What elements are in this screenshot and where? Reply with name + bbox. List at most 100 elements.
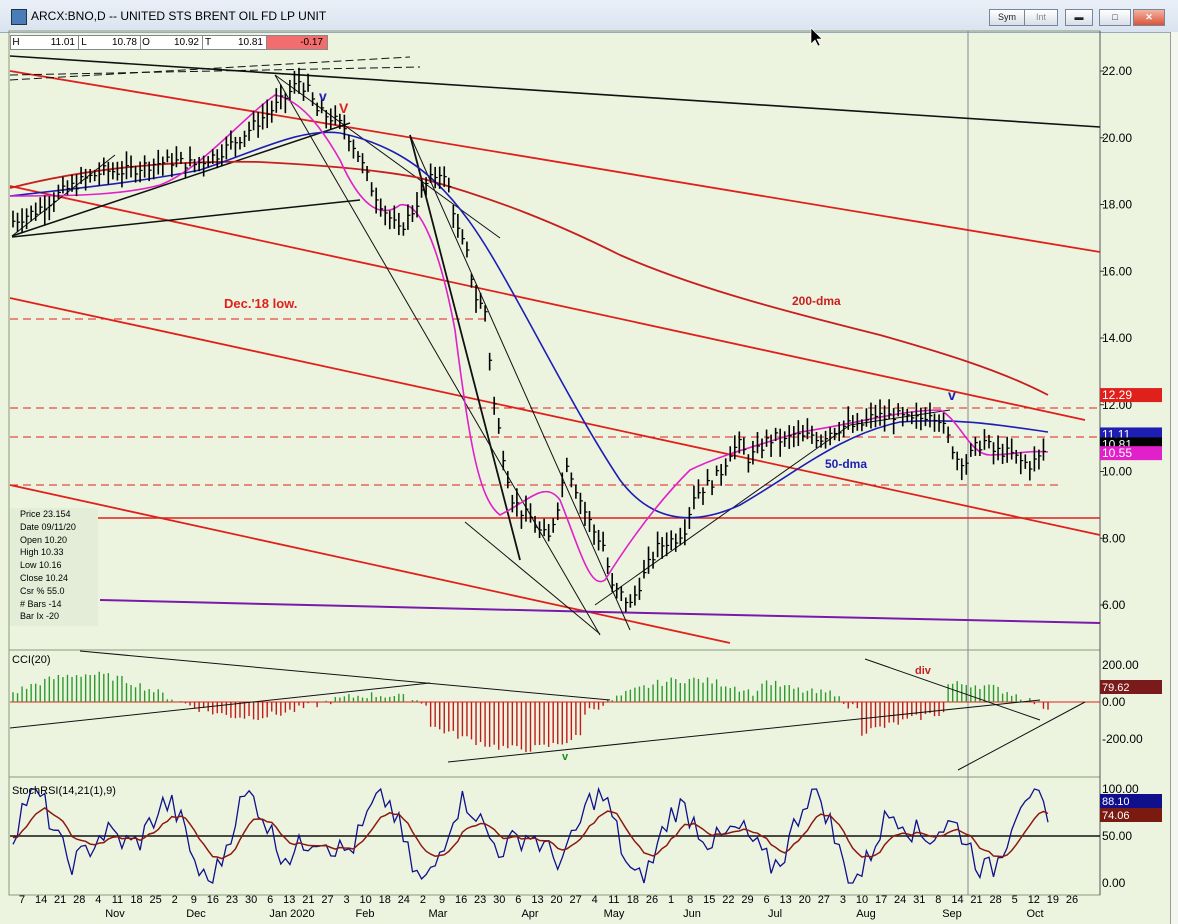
ohlc-last-label: T <box>204 37 212 48</box>
x-date-tick: 13 <box>531 894 543 906</box>
x-date-tick: 6 <box>515 894 521 906</box>
x-date-tick: 22 <box>722 894 734 906</box>
x-month-label: Oct <box>1026 908 1043 920</box>
dma50-label: 50-dma <box>825 457 867 471</box>
cci-trendline-4 <box>864 658 1041 721</box>
ohlc-last-value: 10.81 <box>237 37 263 48</box>
red-channel-mid <box>9 185 1086 421</box>
cci-trendline-5 <box>957 701 1086 771</box>
ohlc-low-value: 10.78 <box>111 37 137 48</box>
ohlc-change: -0.17 <box>266 35 328 50</box>
price-axis-tag <box>1100 388 1162 403</box>
data-low: Low 10.16 <box>20 560 62 571</box>
x-month-label: Nov <box>105 908 125 920</box>
price-tick-label: 18.00 <box>1102 198 1132 212</box>
black-fan-line-1 <box>274 74 601 636</box>
stoch-value-label-2: 74.06 <box>1102 810 1130 822</box>
x-date-tick: 26 <box>646 894 658 906</box>
x-date-tick: 18 <box>627 894 639 906</box>
black-steep-line <box>409 134 521 561</box>
x-date-tick: 19 <box>1047 894 1059 906</box>
dma200-line <box>9 160 1049 396</box>
close-button[interactable]: ✕ <box>1133 9 1165 26</box>
x-date-tick: 18 <box>130 894 142 906</box>
x-date-tick: 9 <box>439 894 445 906</box>
price-axis-tag-label: 12.29 <box>1102 388 1132 402</box>
purple-support-line <box>99 599 1101 624</box>
blue-v-marker-2: v <box>948 387 956 403</box>
x-date-tick: 21 <box>302 894 314 906</box>
dec18-low-label: Dec.'18 low. <box>224 296 297 311</box>
price-axis-tag-label: 10.55 <box>1102 446 1132 460</box>
stoch-signal-line <box>12 806 1049 860</box>
x-month-label: Apr <box>521 908 538 920</box>
price-tick-label: 10.00 <box>1102 465 1132 479</box>
x-date-tick: 15 <box>703 894 715 906</box>
maximize-button[interactable]: □ <box>1099 9 1131 26</box>
data-barix: Bar Ix -20 <box>20 611 60 622</box>
ohlc-open: O 10.92 <box>140 35 204 50</box>
stoch-tick-label: 100.00 <box>1102 782 1139 796</box>
x-date-tick: 25 <box>150 894 162 906</box>
stoch-value-tag-1 <box>1100 794 1162 808</box>
blue-v-marker: v <box>319 88 327 104</box>
price-tick-label: 6.00 <box>1102 598 1126 612</box>
dma50-line <box>9 131 1049 519</box>
x-date-tick: 28 <box>990 894 1002 906</box>
price-tick-label: 16.00 <box>1102 264 1132 278</box>
minimize-button[interactable]: ▬ <box>1065 9 1093 26</box>
x-date-tick: 8 <box>687 894 693 906</box>
mouse-cursor-icon <box>810 27 823 47</box>
price-axis-ticks: 6.008.0010.0012.0014.0016.0018.0020.0022… <box>1100 64 1132 612</box>
data-bars: # Bars -14 <box>20 598 62 609</box>
x-date-tick: 6 <box>267 894 273 906</box>
x-date-tick: 16 <box>207 894 219 906</box>
x-date-tick: 27 <box>570 894 582 906</box>
x-axis: 7 14 21 28 4 11 18 25 2 9 16 23 30 6 13 21 27 3 10 18 24 2 9 16… <box>19 894 1078 920</box>
x-date-tick: 20 <box>799 894 811 906</box>
x-month-label: Feb <box>356 908 375 920</box>
stoch-title: StochRSI(14,21(1),9) <box>12 785 116 797</box>
x-date-tick: 23 <box>474 894 486 906</box>
x-date-tick: 4 <box>592 894 598 906</box>
ohlc-change-value: -0.17 <box>300 37 323 48</box>
int-button[interactable]: Int <box>1024 9 1058 26</box>
x-date-tick: 10 <box>360 894 372 906</box>
window-title: ARCX:BNO,D -- UNITED STS BRENT OIL FD LP… <box>31 9 327 23</box>
cci-tick-label: 200.00 <box>1102 658 1139 672</box>
cci-trendline-2 <box>79 650 611 701</box>
cci-axis-ticks: 200.00 0.00 -200.00 <box>1102 658 1143 746</box>
cci-div-label-2: div <box>915 665 932 677</box>
cci-title: CCI(20) <box>12 654 51 666</box>
x-date-tick: 29 <box>741 894 753 906</box>
x-date-tick: 21 <box>54 894 66 906</box>
ohlc-low-label: L <box>81 37 87 48</box>
x-date-tick: 13 <box>283 894 295 906</box>
x-date-tick: 11 <box>608 894 619 906</box>
x-date-tick: 21 <box>970 894 982 906</box>
trendlines <box>9 55 1101 644</box>
x-date-tick: 3 <box>840 894 846 906</box>
window-right-edge <box>1170 32 1178 924</box>
x-date-tick: 3 <box>343 894 349 906</box>
black-flat-line <box>11 199 361 238</box>
stoch-tick-label: 50.00 <box>1102 829 1132 843</box>
x-date-tick: 13 <box>780 894 792 906</box>
x-month-label: Dec <box>186 908 206 920</box>
x-date-tick: 27 <box>818 894 830 906</box>
black-bottom-line <box>464 521 601 635</box>
x-date-tick: 28 <box>73 894 85 906</box>
x-date-tick: 26 <box>1066 894 1078 906</box>
x-date-tick: 23 <box>226 894 238 906</box>
stoch-value-tag-2 <box>1100 808 1162 822</box>
price-tick-label: 14.00 <box>1102 331 1132 345</box>
ohlc-high-value: 11.01 <box>50 37 75 48</box>
x-date-tick: 2 <box>172 894 178 906</box>
x-month-label: Mar <box>429 908 448 920</box>
x-date-tick: 24 <box>398 894 410 906</box>
cci-value-tag <box>1100 680 1162 694</box>
app-icon <box>11 9 27 25</box>
cci-panel-frame <box>8 649 1101 778</box>
